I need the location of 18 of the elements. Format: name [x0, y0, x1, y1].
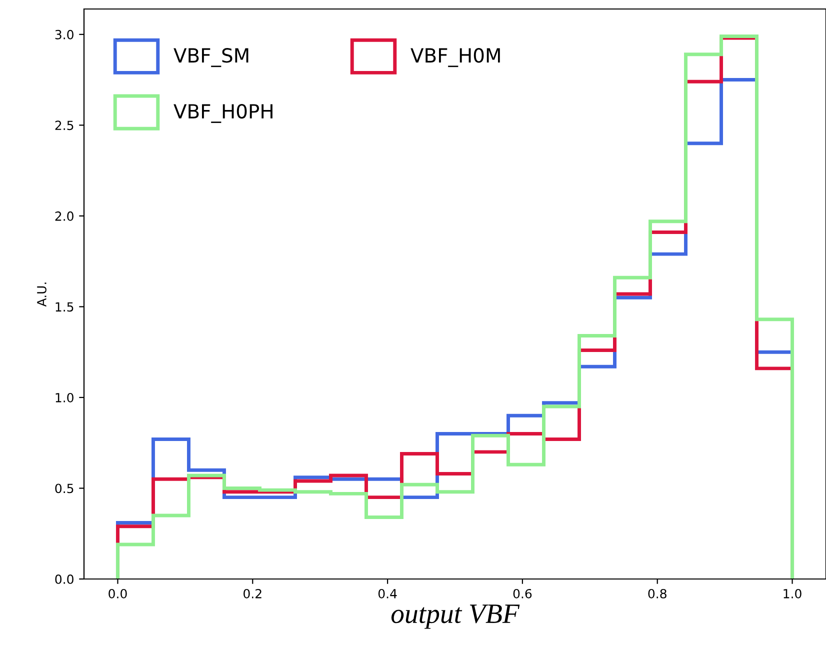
y-tick-label: 0.0: [55, 574, 74, 584]
y-tick-label: 3.0: [55, 30, 74, 40]
y-tick-label: 1.5: [56, 302, 74, 312]
x-tick-label: 0.4: [378, 588, 397, 598]
x-tick-label: 0.6: [513, 588, 532, 598]
y-tick-label: 2.5: [55, 120, 74, 130]
x-tick-label: 0.2: [244, 588, 262, 598]
legend-label: VBF_SM: [174, 48, 248, 68]
legend-label: VBF_H0PH: [174, 104, 272, 123]
y-tick-label: 1.0: [56, 392, 74, 402]
y-axis-title: A.U.: [37, 282, 46, 307]
x-tick-label: 0.8: [648, 588, 666, 598]
x-tick-label: 0.0: [108, 588, 127, 598]
legend-label: VBF_H0M: [410, 48, 500, 68]
x-tick-label: 1.0: [784, 588, 802, 598]
x-axis-title: output VBF: [391, 604, 520, 629]
y-tick-label: 2.0: [55, 211, 74, 221]
y-tick-label: 0.5: [55, 484, 74, 494]
